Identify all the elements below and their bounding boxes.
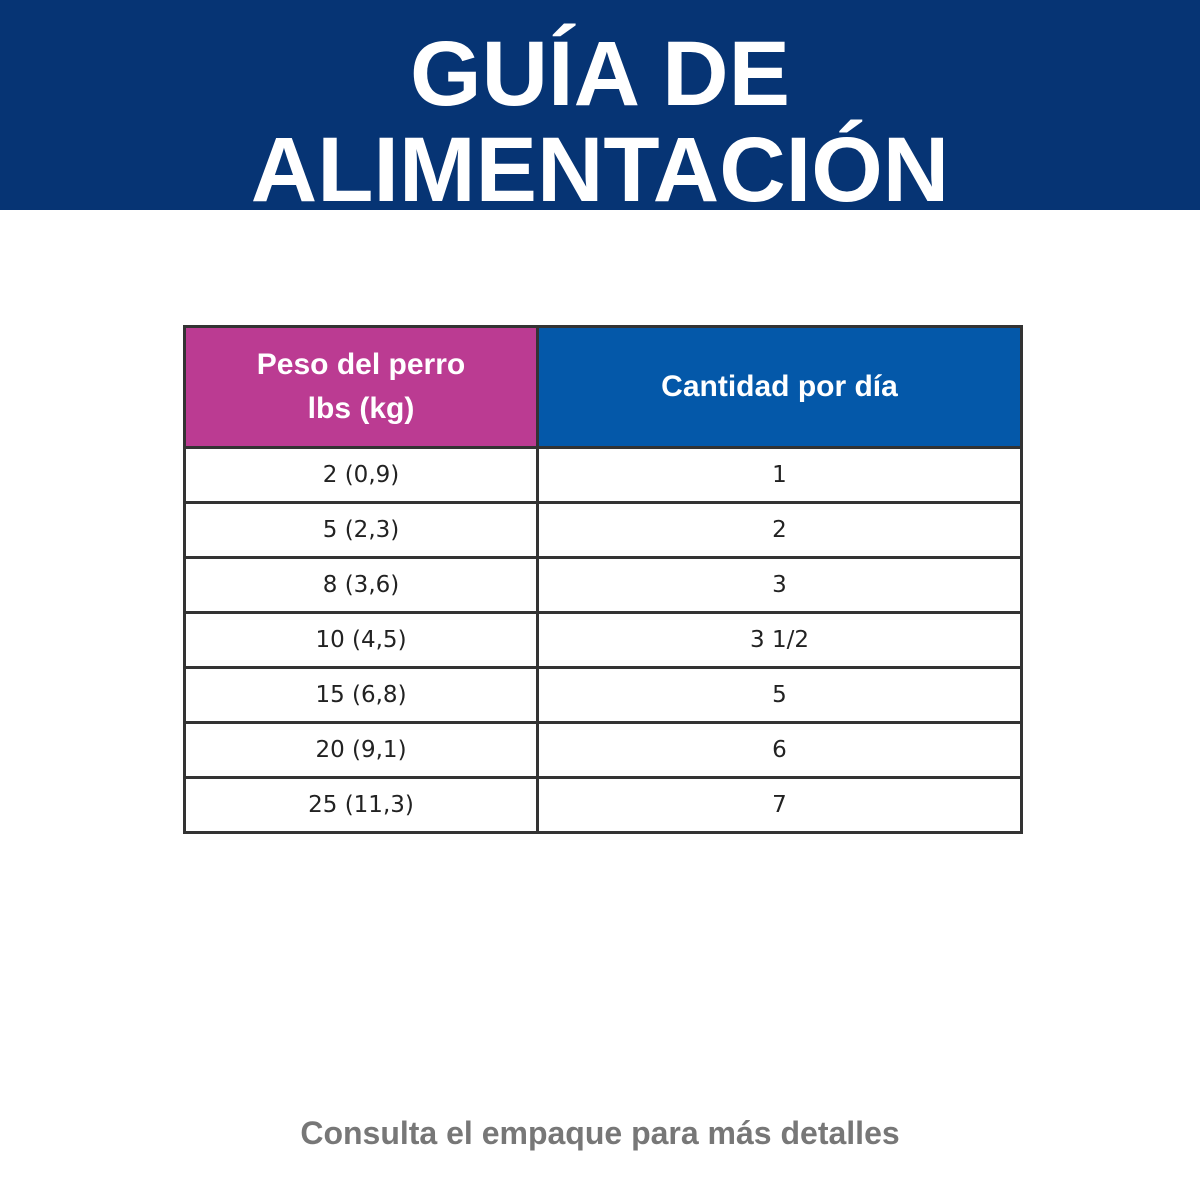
cell: 7: [536, 776, 1023, 834]
row: 8 (3,6) 3: [183, 556, 1023, 614]
cell: 15 (6,8): [183, 666, 539, 724]
cell: 25 (11,3): [183, 776, 539, 834]
cell: 6: [536, 721, 1023, 779]
feeding-table: Peso del perro lbs (kg) Cantidad por día …: [183, 325, 1023, 834]
cell: 5: [536, 666, 1023, 724]
cell: 10 (4,5): [183, 611, 539, 669]
row: 5 (2,3) 2: [183, 501, 1023, 559]
cell: 3 1/2: [536, 611, 1023, 669]
cell: 20 (9,1): [183, 721, 539, 779]
header-cell: Cantidad por día: [536, 325, 1023, 449]
title-line: ALIMENTACIÓN: [250, 119, 950, 221]
header-text: Peso del perro: [256, 348, 466, 381]
row: 15 (6,8) 5: [183, 666, 1023, 724]
header-cell: Peso del perro lbs (kg): [183, 325, 539, 449]
cell: 8 (3,6): [183, 556, 539, 614]
footer-note: Consulta el empaque para más detalles: [300, 1115, 900, 1151]
header-text: lbs (kg): [307, 392, 415, 425]
title-line: GUÍA DE: [410, 23, 790, 125]
row: 2 (0,9) 1: [183, 446, 1023, 504]
cell: 5 (2,3): [183, 501, 539, 559]
row: 10 (4,5) 3 1/2: [183, 611, 1023, 669]
cell: 1: [536, 446, 1023, 504]
cell: 2: [536, 501, 1023, 559]
cell: 2 (0,9): [183, 446, 539, 504]
row: 20 (9,1) 6: [183, 721, 1023, 779]
header: GUÍA DE ALIMENTACIÓN: [0, 0, 1200, 216]
cell: 3: [536, 556, 1023, 614]
row: 25 (11,3) 7: [183, 776, 1023, 834]
